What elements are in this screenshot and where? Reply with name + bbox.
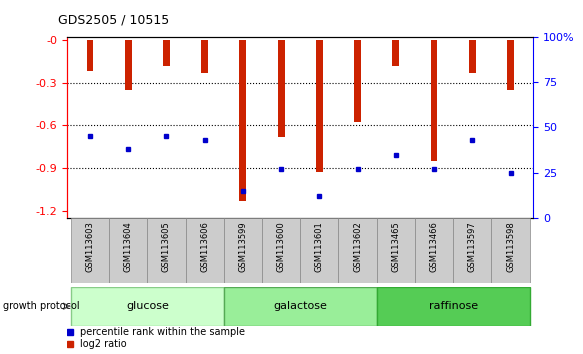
Bar xyxy=(278,40,285,137)
Bar xyxy=(163,40,170,65)
Bar xyxy=(262,218,300,283)
Text: GSM113603: GSM113603 xyxy=(86,221,94,272)
Bar xyxy=(354,40,361,122)
Text: GSM113598: GSM113598 xyxy=(506,221,515,272)
Text: GSM113599: GSM113599 xyxy=(238,221,247,272)
Bar xyxy=(71,287,224,326)
Bar xyxy=(491,218,529,283)
Bar xyxy=(224,287,377,326)
Bar xyxy=(453,218,491,283)
Bar xyxy=(86,40,93,71)
Text: log2 ratio: log2 ratio xyxy=(80,339,127,349)
Text: GSM113597: GSM113597 xyxy=(468,221,477,272)
Text: GSM113600: GSM113600 xyxy=(276,221,286,272)
Text: glucose: glucose xyxy=(126,301,168,311)
Bar xyxy=(185,218,224,283)
Text: growth protocol: growth protocol xyxy=(3,301,79,311)
Bar xyxy=(300,218,339,283)
Bar xyxy=(392,40,399,65)
Bar xyxy=(316,40,323,172)
Text: galactose: galactose xyxy=(273,301,327,311)
Text: percentile rank within the sample: percentile rank within the sample xyxy=(80,327,245,337)
Text: GSM113602: GSM113602 xyxy=(353,221,362,272)
Text: GSM113606: GSM113606 xyxy=(200,221,209,272)
Bar xyxy=(224,218,262,283)
Bar xyxy=(240,40,247,201)
Bar xyxy=(377,218,415,283)
Text: GSM113604: GSM113604 xyxy=(124,221,133,272)
Bar xyxy=(201,40,208,73)
Text: GDS2505 / 10515: GDS2505 / 10515 xyxy=(58,13,169,26)
Text: GSM113465: GSM113465 xyxy=(391,221,401,272)
Text: GSM113605: GSM113605 xyxy=(162,221,171,272)
Bar xyxy=(469,40,476,73)
Bar xyxy=(415,218,453,283)
Bar xyxy=(147,218,185,283)
Text: GSM113601: GSM113601 xyxy=(315,221,324,272)
Bar xyxy=(125,40,132,90)
Bar xyxy=(377,287,529,326)
Bar xyxy=(71,218,109,283)
Text: GSM113466: GSM113466 xyxy=(430,221,438,272)
Bar xyxy=(507,40,514,90)
Text: raffinose: raffinose xyxy=(429,301,477,311)
Bar xyxy=(109,218,147,283)
Bar xyxy=(431,40,437,161)
Bar xyxy=(339,218,377,283)
